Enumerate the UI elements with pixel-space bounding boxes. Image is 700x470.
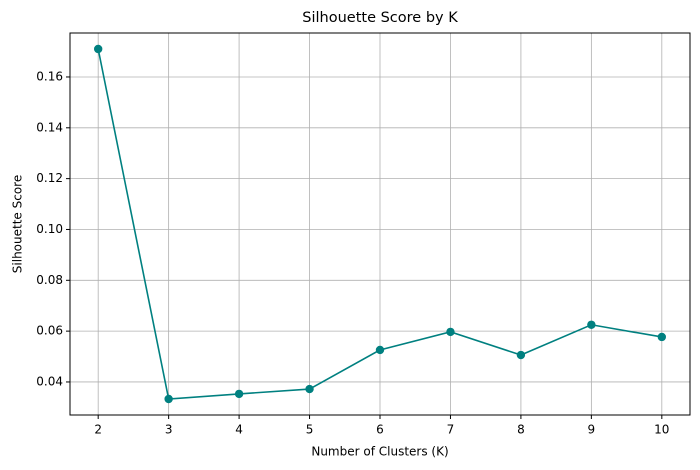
point [93, 44, 103, 54]
y-tick-label: 0.16 [36, 69, 63, 83]
x-tick-label: 3 [165, 423, 173, 437]
y-tick-label: 0.06 [36, 324, 63, 338]
point [657, 332, 667, 342]
y-tick-label: 0.04 [36, 374, 63, 388]
x-tick-label: 2 [94, 423, 102, 437]
y-tick-label: 0.14 [36, 120, 63, 134]
point [446, 327, 455, 337]
x-tick-label: 5 [306, 423, 314, 437]
chart-title: Silhouette Score by K [302, 10, 458, 26]
x-tick-label: 9 [588, 423, 596, 437]
point [587, 320, 596, 329]
point [305, 384, 314, 394]
x-tick-label: 6 [376, 423, 384, 437]
y-axis-label: Silhouette Score [11, 175, 25, 273]
point [234, 389, 244, 399]
x-tick-label: 4 [235, 423, 243, 437]
point [164, 394, 173, 404]
point [516, 350, 526, 360]
y-tick-label: 0.12 [36, 171, 63, 185]
x-tick-label: 8 [517, 423, 525, 437]
y-tick-label: 0.08 [36, 273, 63, 287]
x-tick-label: 7 [447, 423, 455, 437]
x-axis-label: Number of Clusters (K) [311, 445, 448, 459]
plot-frame [69, 32, 691, 416]
y-tick-label: 0.10 [36, 222, 63, 236]
point [375, 345, 385, 355]
x-tick-label: 10 [654, 423, 669, 437]
